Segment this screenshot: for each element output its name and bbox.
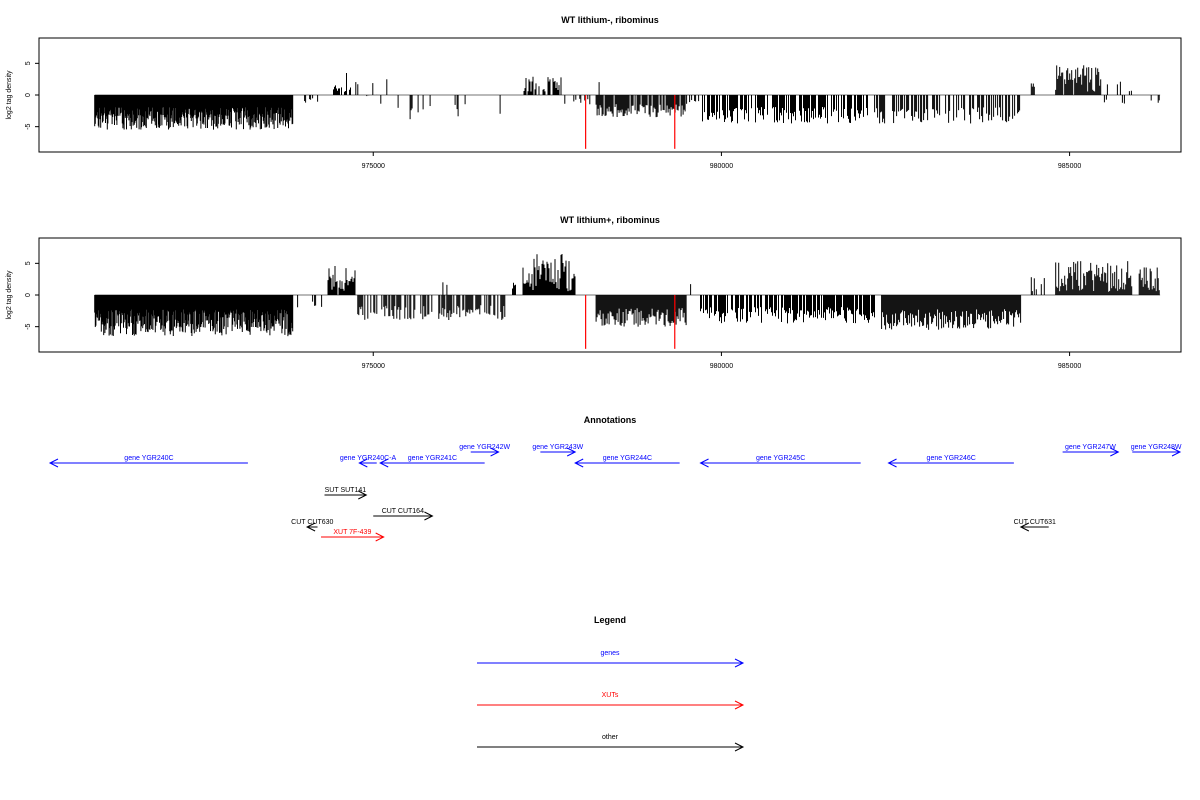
x-tick-label: 980000 — [710, 163, 733, 170]
y-axis: 5 0 -5 — [25, 61, 39, 130]
y-tick-label: 5 — [25, 61, 32, 65]
y-tick-label: 0 — [25, 293, 32, 297]
feature-arrowhead — [734, 658, 745, 668]
feature-arrowhead — [734, 742, 745, 752]
feature-label: XUT 7F-439 — [333, 529, 371, 536]
annotation-feature: gene YGR247W — [1062, 444, 1120, 457]
annotation-feature: gene YGR242W — [459, 444, 510, 457]
feature-arrowhead — [574, 458, 584, 468]
feature-arrowhead — [305, 522, 316, 532]
feature-label: gene YGR247W — [1065, 444, 1116, 451]
feature-arrowhead — [379, 458, 389, 468]
density-bars — [94, 65, 1161, 130]
feature-arrowhead — [375, 532, 385, 542]
feature-arrowhead — [424, 511, 434, 521]
marker-lines — [585, 95, 676, 149]
track-panel-lithium-minus: WT lithium-, ribominus log2 tag density … — [6, 15, 1182, 170]
x-axis: 975000 980000 985000 — [362, 352, 1081, 370]
feature-label: gene YGR240C-A — [340, 455, 397, 462]
feature-label: gene YGR244C — [603, 455, 652, 462]
x-tick-label: 980000 — [710, 363, 733, 370]
feature-arrowhead — [1110, 447, 1120, 457]
annotation-feature: gene YGR240C — [48, 455, 248, 468]
annotations-track: Annotations gene YGR240C gene YGR240C-A ge… — [48, 415, 1182, 542]
annotation-feature: gene YGR243W — [532, 444, 584, 457]
feature-label: gene YGR243W — [532, 444, 583, 451]
x-tick-label: 985000 — [1058, 163, 1081, 170]
annotation-feature: gene YGR245C — [699, 455, 861, 468]
feature-label: gene YGR248W — [1131, 444, 1182, 451]
y-axis-label: log2 tag density — [6, 70, 13, 120]
annotation-feature: gene YGR248W — [1131, 444, 1182, 457]
y-tick-label: -5 — [25, 123, 32, 129]
feature-arrowhead — [887, 458, 897, 468]
feature-label: CUT CUT631 — [1014, 519, 1056, 526]
y-tick-label: 5 — [25, 261, 32, 265]
feature-arrowhead — [566, 447, 577, 457]
track-title: WT lithium+, ribominus — [560, 215, 660, 225]
x-tick-label: 975000 — [362, 363, 385, 370]
feature-label: CUT CUT630 — [291, 519, 333, 526]
legend-label: other — [602, 734, 619, 741]
legend-item: genes — [477, 650, 745, 668]
legend-label: XUTs — [602, 692, 619, 699]
feature-label: gene YGR246C — [927, 455, 976, 462]
legend-label: genes — [600, 650, 620, 657]
y-tick-label: 0 — [25, 93, 32, 97]
track-panel-lithium-plus: WT lithium+, ribominus log2 tag density … — [6, 215, 1182, 370]
x-tick-label: 975000 — [362, 163, 385, 170]
feature-label: CUT CUT164 — [382, 508, 424, 515]
annotation-features: gene YGR240C gene YGR240C-A gene YGR241Cge… — [48, 444, 1182, 542]
feature-arrowhead — [358, 458, 368, 468]
feature-arrowhead — [48, 458, 59, 468]
y-axis: 5 0 -5 — [25, 261, 39, 330]
annotation-feature: CUT CUT631 — [1014, 519, 1056, 532]
feature-arrowhead — [1171, 447, 1182, 457]
marker-lines — [585, 295, 676, 349]
annotation-feature: SUT SUT141 — [324, 487, 368, 500]
x-axis: 975000 980000 985000 — [362, 152, 1081, 170]
feature-label: gene YGR242W — [459, 444, 510, 451]
legend-item: XUTs — [477, 692, 745, 710]
legend: Legend genes XUTs other — [477, 615, 745, 752]
annotation-feature: gene YGR246C — [887, 455, 1014, 468]
annotation-feature: CUT CUT630 — [291, 519, 334, 532]
annotation-feature: gene YGR244C — [574, 455, 680, 468]
legend-title: Legend — [594, 615, 626, 625]
annotation-feature: gene YGR241C — [379, 455, 485, 468]
feature-label: gene YGR241C — [408, 455, 457, 462]
annotation-feature: CUT CUT164 — [373, 508, 434, 521]
annotation-feature: gene YGR240C-A — [340, 455, 397, 468]
feature-arrowhead — [699, 458, 709, 468]
feature-arrowhead — [734, 700, 745, 710]
track-title: WT lithium-, ribominus — [561, 15, 659, 25]
x-tick-label: 985000 — [1058, 363, 1081, 370]
legend-item: other — [477, 734, 745, 752]
feature-label: gene YGR240C — [124, 455, 173, 462]
feature-arrowhead — [1019, 522, 1030, 532]
legend-items: genes XUTs other — [477, 650, 745, 752]
feature-arrowhead — [490, 447, 500, 457]
annotations-title: Annotations — [584, 415, 637, 425]
feature-label: gene YGR245C — [756, 455, 805, 462]
annotation-feature: XUT 7F-439 — [321, 529, 385, 542]
feature-label: SUT SUT141 — [325, 487, 367, 494]
feature-arrowhead — [358, 490, 368, 500]
y-axis-label: log2 tag density — [6, 270, 13, 320]
y-tick-label: -5 — [25, 323, 32, 329]
density-bars — [94, 254, 1161, 337]
